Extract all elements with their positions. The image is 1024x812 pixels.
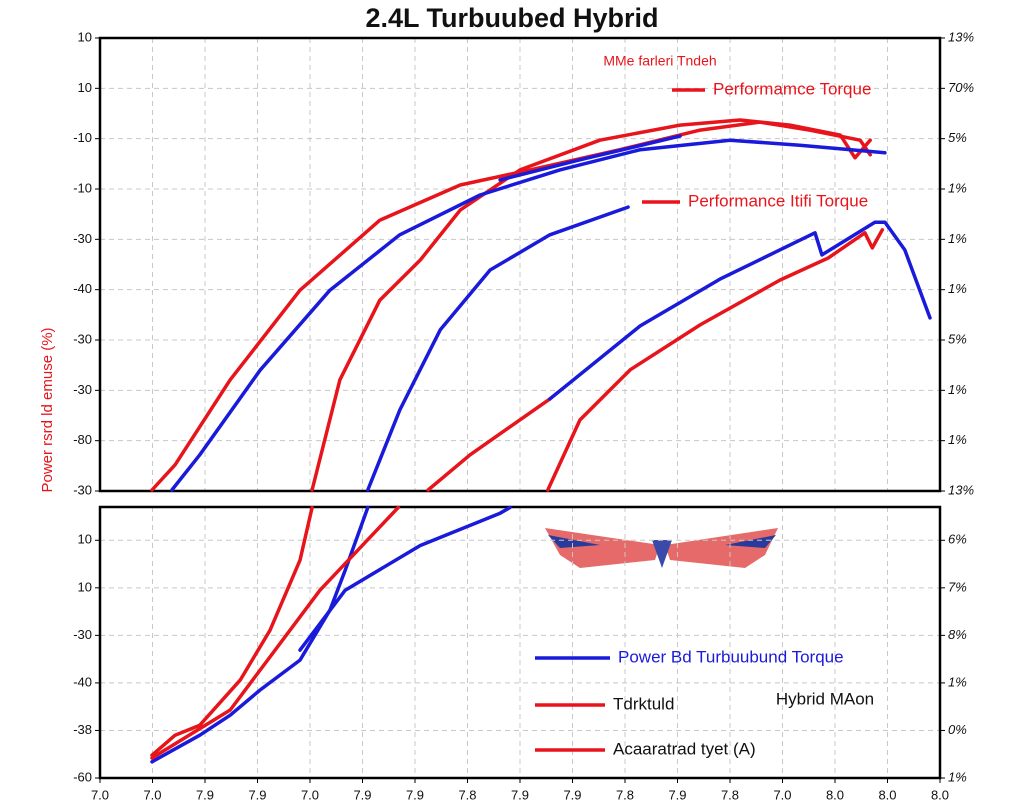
series-line — [426, 397, 552, 492]
x-tick-label: 7.8 — [721, 787, 739, 802]
y-tick-label: -10 — [73, 130, 92, 145]
x-tick-label: 8.0 — [878, 787, 896, 802]
y2-tick-label: 5% — [948, 331, 967, 346]
y-tick-label: -30 — [73, 231, 92, 246]
emblem-wing-right — [665, 528, 778, 568]
x-tick-label: 8.0 — [931, 787, 949, 802]
y2-tick-label: 6% — [948, 532, 967, 547]
series-line — [150, 505, 314, 757]
emblem-center — [652, 540, 672, 568]
y2-tick-label: 13% — [948, 29, 974, 44]
y-axis-label: Power rsrd ld emuse (%) — [39, 327, 56, 492]
series-line — [310, 118, 872, 492]
annotation: Hybrid MAon — [776, 689, 874, 708]
series-line — [366, 205, 630, 492]
emblem-accent-left — [548, 535, 600, 548]
x-tick-label: 7.9 — [248, 787, 266, 802]
x-tick-label: 7.9 — [353, 787, 371, 802]
x-tick-label: 7.9 — [406, 787, 424, 802]
emblem-wing-left — [545, 528, 660, 568]
x-tick-label: 7.9 — [668, 787, 686, 802]
y-tick-label: 10 — [78, 579, 92, 594]
y-tick-label: 10 — [78, 532, 92, 547]
series-line — [150, 505, 400, 760]
series-line — [546, 228, 885, 492]
legend-label: Tdrktuld — [613, 694, 674, 713]
y2-tick-label: 5% — [948, 130, 967, 145]
legend-label: Power Bd Turbuubund Torque — [618, 647, 844, 666]
x-tick-label: 7.0 — [301, 787, 319, 802]
annotation: MMe farleri Tndeh — [603, 53, 716, 69]
y-tick-label: -10 — [73, 180, 92, 195]
y-tick-label: -80 — [73, 432, 92, 447]
x-tick-label: 7.9 — [196, 787, 214, 802]
y2-tick-label: 1% — [948, 674, 967, 689]
emblem-accent-right — [725, 535, 776, 548]
y-tick-label: -60 — [73, 769, 92, 784]
y2-tick-label: 8% — [948, 627, 967, 642]
y-tick-label: -40 — [73, 674, 92, 689]
legend-label: Performamce Torque — [713, 79, 871, 98]
y2-tick-label: 1% — [948, 432, 967, 447]
series-line — [548, 220, 932, 401]
x-tick-label: 7.0 — [143, 787, 161, 802]
y-tick-label: -30 — [73, 627, 92, 642]
y2-tick-label: 0% — [948, 722, 967, 737]
legend-label: Performance Itifi Torque — [688, 191, 868, 210]
y-tick-label: -38 — [73, 722, 92, 737]
series-line — [298, 505, 512, 652]
x-tick-label: 7.0 — [91, 787, 109, 802]
y-tick-label: 10 — [78, 80, 92, 95]
plot-frame — [98, 36, 942, 493]
y-tick-label: -30 — [73, 482, 92, 497]
y-tick-label: 10 — [78, 29, 92, 44]
series-line — [498, 134, 682, 182]
x-tick-label: 8.0 — [826, 787, 844, 802]
y2-tick-label: 1% — [948, 281, 967, 296]
y2-tick-label: 1% — [948, 180, 967, 195]
x-tick-label: 7.8 — [458, 787, 476, 802]
legend-label: Acaaratrad tyet (A) — [613, 739, 756, 758]
series-line — [150, 505, 370, 764]
y-tick-label: -30 — [73, 331, 92, 346]
x-tick-label: 7.9 — [563, 787, 581, 802]
y-tick-label: -30 — [73, 382, 92, 397]
y-tick-label: -40 — [73, 281, 92, 296]
y2-tick-label: 1% — [948, 231, 967, 246]
emblem — [545, 528, 778, 568]
x-tick-label: 7.0 — [773, 787, 791, 802]
x-tick-label: 7.9 — [511, 787, 529, 802]
y2-tick-label: 1% — [948, 769, 967, 784]
y2-tick-label: 70% — [948, 80, 974, 95]
series-line — [170, 138, 887, 492]
chart-title: 2.4L Turbuubed Hybrid — [365, 3, 658, 33]
y2-tick-label: 7% — [948, 579, 967, 594]
x-tick-label: 7.8 — [616, 787, 634, 802]
y2-tick-label: 1% — [948, 382, 967, 397]
y2-tick-label: 13% — [948, 482, 974, 497]
